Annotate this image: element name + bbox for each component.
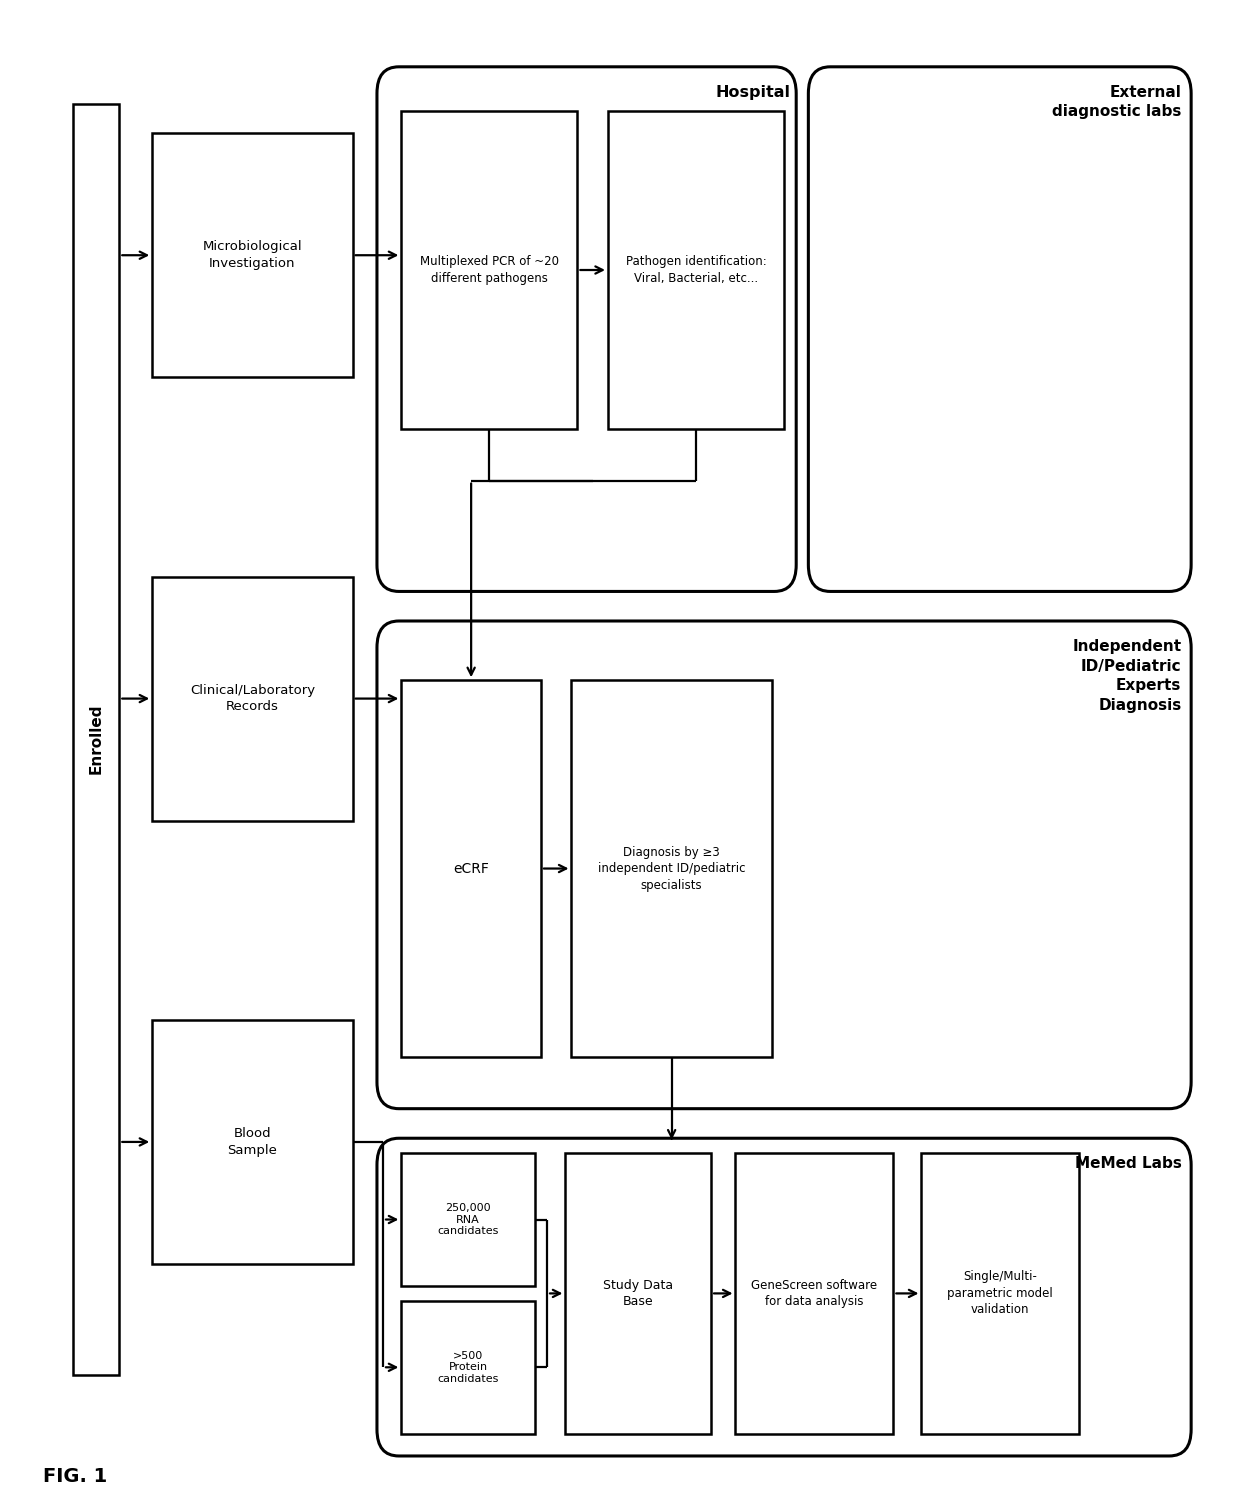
Bar bbox=[402, 112, 578, 428]
Bar bbox=[153, 133, 352, 377]
FancyBboxPatch shape bbox=[377, 66, 796, 591]
Bar bbox=[402, 680, 541, 1057]
Text: 250,000
RNA
candidates: 250,000 RNA candidates bbox=[438, 1203, 498, 1237]
Text: Diagnosis by ≥3
independent ID/pediatric
specialists: Diagnosis by ≥3 independent ID/pediatric… bbox=[598, 846, 745, 891]
Bar bbox=[565, 1154, 711, 1434]
Bar bbox=[608, 112, 784, 428]
Bar bbox=[402, 1301, 534, 1434]
Text: Microbiological
Investigation: Microbiological Investigation bbox=[202, 240, 303, 270]
FancyBboxPatch shape bbox=[377, 1139, 1192, 1457]
Text: Pathogen identification:
Viral, Bacterial, etc...: Pathogen identification: Viral, Bacteria… bbox=[625, 255, 766, 285]
Text: Single/Multi-
parametric model
validation: Single/Multi- parametric model validatio… bbox=[947, 1270, 1053, 1316]
Text: Blood
Sample: Blood Sample bbox=[227, 1126, 278, 1157]
Text: Independent
ID/Pediatric
Experts
Diagnosis: Independent ID/Pediatric Experts Diagnos… bbox=[1073, 639, 1182, 713]
Text: Multiplexed PCR of ~20
different pathogens: Multiplexed PCR of ~20 different pathoge… bbox=[420, 255, 559, 285]
Text: GeneScreen software
for data analysis: GeneScreen software for data analysis bbox=[751, 1279, 878, 1307]
Text: External
diagnostic labs: External diagnostic labs bbox=[1052, 84, 1182, 119]
FancyBboxPatch shape bbox=[377, 621, 1192, 1108]
Bar bbox=[153, 576, 352, 820]
Bar bbox=[153, 1019, 352, 1264]
Text: Study Data
Base: Study Data Base bbox=[603, 1279, 673, 1307]
Text: Enrolled: Enrolled bbox=[89, 704, 104, 775]
Text: Hospital: Hospital bbox=[715, 84, 790, 100]
Text: Clinical/Laboratory
Records: Clinical/Laboratory Records bbox=[190, 683, 315, 713]
FancyBboxPatch shape bbox=[808, 66, 1192, 591]
Bar bbox=[572, 680, 771, 1057]
Text: eCRF: eCRF bbox=[453, 861, 489, 876]
Bar bbox=[921, 1154, 1079, 1434]
Text: MeMed Labs: MeMed Labs bbox=[1075, 1157, 1182, 1172]
Text: FIG. 1: FIG. 1 bbox=[42, 1467, 107, 1485]
Bar bbox=[735, 1154, 893, 1434]
Bar bbox=[402, 1154, 534, 1286]
Bar bbox=[73, 104, 119, 1375]
Text: >500
Protein
candidates: >500 Protein candidates bbox=[438, 1351, 498, 1384]
